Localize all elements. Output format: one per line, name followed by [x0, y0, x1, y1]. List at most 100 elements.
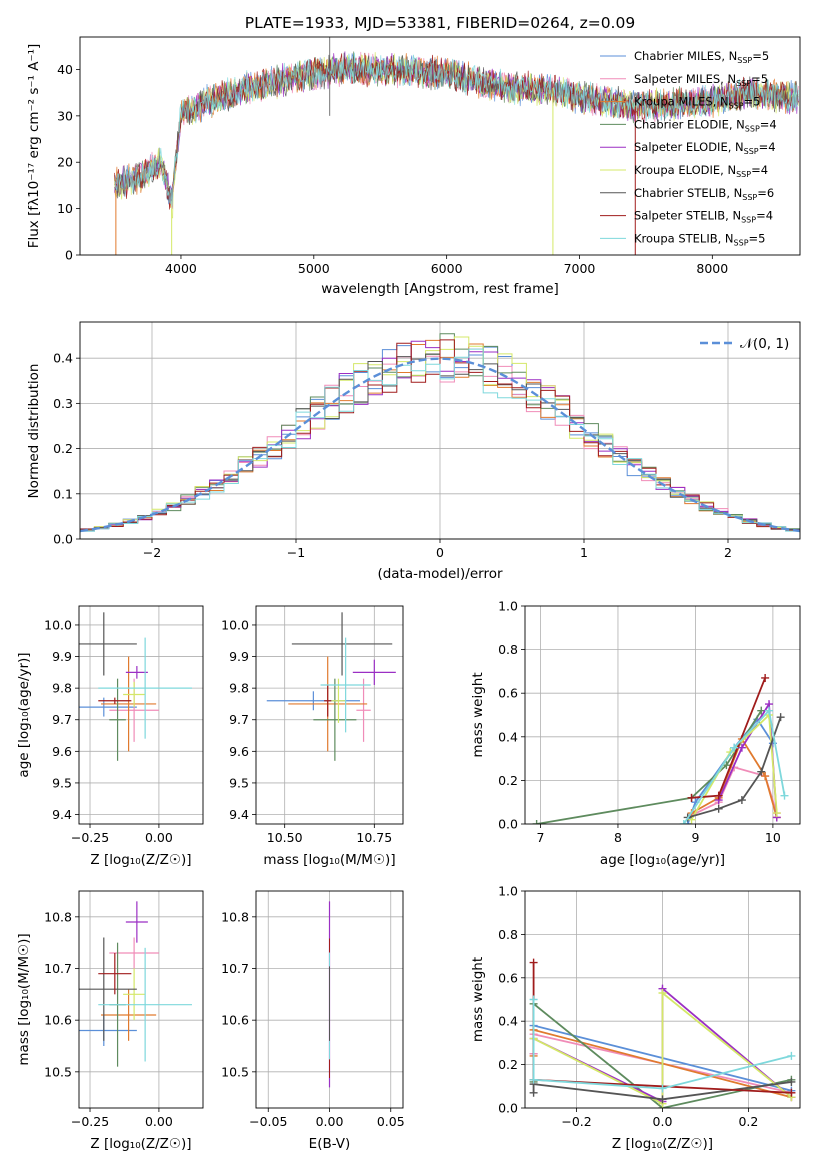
x-tick-label: −0.25 [71, 1114, 109, 1129]
x-axis-label: wavelength [Angstrom, rest frame] [321, 281, 559, 297]
weight-marker [776, 713, 785, 722]
chart-panel-8: −0.2 0.0 0.2 0.0 0.2 0.4 0.6 0.8 1.0 Z [log₁₀(Z/Z… [470, 884, 801, 1152]
x-axis-label: Z [log₁₀(Z/Z☉)] [90, 852, 191, 868]
x-axis-label: mass [log₁₀(M/M☉)] [263, 852, 395, 868]
axes-frame [255, 605, 404, 825]
chart-panel-3: −0.25 0.00 9.4 9.5 9.6 9.7 9.8 9.9 10.0 Z [log₁₀(… [16, 605, 204, 868]
x-tick-label: −0.05 [249, 1114, 287, 1129]
weight-marker [730, 743, 739, 752]
x-tick-label: 5000 [298, 261, 330, 276]
y-tick-label: 10.6 [44, 1013, 72, 1028]
y-tick-label: 9.9 [229, 649, 249, 664]
y-tick-label: 9.7 [52, 712, 72, 727]
y-tick-label: 9.4 [229, 807, 249, 822]
axes-frame [78, 605, 204, 825]
y-tick-label: 0.0 [498, 1101, 518, 1116]
x-tick-label: 4000 [165, 261, 197, 276]
y-tick-label: 0.0 [53, 532, 73, 547]
y-tick-label: 1.0 [498, 599, 518, 614]
x-tick-label: 0.00 [316, 1114, 344, 1129]
x-axis-label: age [log₁₀(age/yr)] [600, 852, 725, 868]
y-tick-label: 0.6 [498, 970, 518, 985]
y-tick-label: 10.7 [221, 961, 249, 976]
legend: 𝒩(0, 1) [700, 336, 789, 352]
x-axis-label: Z [log₁₀(Z/Z☉)] [90, 1136, 191, 1152]
x-axis-label: (data-model)/error [377, 566, 503, 582]
x-tick-label: 10.50 [267, 830, 303, 845]
weight-marker [529, 995, 538, 1004]
histogram-series-9 [80, 348, 800, 533]
legend-entry: Kroupa ELODIE, NSSP=4 [634, 163, 768, 179]
axes-frame [524, 890, 801, 1109]
chart-panel-6: −0.25 0.00 10.5 10.6 10.7 10.8 Z [log₁₀(Z/Z☉)]… [16, 890, 204, 1152]
weight-marker [772, 809, 781, 818]
weight-marker [787, 1088, 796, 1097]
x-tick-label: 7000 [564, 261, 596, 276]
spectrum-series-4 [114, 51, 799, 203]
y-tick-label: 9.9 [52, 649, 72, 664]
weight-marker [737, 796, 746, 805]
y-tick-label: 0 [65, 248, 73, 263]
y-tick-label: 20 [57, 155, 73, 170]
y-tick-label: 0.3 [53, 396, 73, 411]
x-tick-label: −2 [143, 545, 161, 560]
weight-marker [529, 958, 538, 967]
y-tick-label: 1.0 [498, 884, 518, 899]
x-tick-label: 10 [765, 830, 781, 845]
weight-marker [787, 1077, 796, 1086]
legend: Chabrier MILES, NSSP=5 Salpeter MILES, NS… [600, 49, 777, 247]
weight-marker [529, 1088, 538, 1097]
y-tick-label: 0.2 [498, 773, 518, 788]
weight-marker [761, 673, 770, 682]
plot-area [266, 612, 396, 761]
y-tick-label: 10.8 [44, 909, 72, 924]
y-tick-label: 0.8 [498, 642, 518, 657]
y-tick-label: 9.8 [52, 681, 72, 696]
y-tick-label: 30 [57, 108, 73, 123]
x-tick-label: 2 [724, 545, 732, 560]
weight-series-9 [683, 708, 786, 824]
y-tick-label: 0.4 [498, 1014, 518, 1029]
x-tick-label: 10.75 [356, 830, 392, 845]
weight-marker [761, 772, 770, 781]
y-tick-label: 40 [57, 62, 73, 77]
y-tick-label: 9.7 [229, 712, 249, 727]
y-tick-label: 10.5 [221, 1064, 249, 1079]
y-tick-label: 10.0 [221, 617, 249, 632]
weight-marker [737, 743, 746, 752]
y-tick-label: 9.6 [229, 744, 249, 759]
gaussian-curve [80, 357, 800, 533]
weight-series-6 [690, 713, 778, 821]
plot-area [79, 901, 192, 1067]
plot-area [114, 37, 799, 255]
x-tick-label: 0.0 [653, 1114, 673, 1129]
x-tick-label: 1 [580, 545, 588, 560]
y-tick-label: 0.2 [53, 441, 73, 456]
legend-entry: Salpeter STELIB, NSSP=4 [634, 209, 773, 225]
y-tick-label: 9.4 [52, 807, 72, 822]
x-tick-label: 0.05 [377, 1114, 405, 1129]
y-tick-label: 10.8 [221, 909, 249, 924]
y-axis-label: Flux [fλ10⁻¹⁷ erg cm⁻² s⁻¹ A⁻¹] [26, 44, 42, 249]
x-tick-label: 7 [537, 830, 545, 845]
chart-title: PLATE=1933, MJD=53381, FIBERID=0264, z=0… [245, 14, 635, 32]
y-tick-label: 0.2 [498, 1057, 518, 1072]
y-axis-label: Normed distribution [26, 364, 42, 499]
y-tick-label: 0.4 [498, 729, 518, 744]
x-tick-label: 8000 [696, 261, 728, 276]
axes-frame [524, 605, 801, 825]
weight-marker [679, 820, 688, 824]
plot-area [80, 333, 800, 533]
y-axis-label: mass [log₁₀(M/M☉)] [16, 933, 32, 1065]
y-tick-label: 0.8 [498, 927, 518, 942]
legend-entry: Chabrier STELIB, NSSP=6 [634, 186, 774, 202]
legend-entry: Salpeter ELODIE, NSSP=4 [634, 140, 776, 156]
y-tick-label: 9.5 [229, 775, 249, 790]
weight-marker [658, 1084, 667, 1093]
legend-entry: Chabrier ELODIE, NSSP=4 [634, 117, 777, 133]
spectrum-series-9 [114, 52, 799, 206]
x-tick-label: 0.2 [738, 1114, 758, 1129]
weight-marker [658, 988, 667, 997]
weight-series-4 [536, 710, 763, 824]
